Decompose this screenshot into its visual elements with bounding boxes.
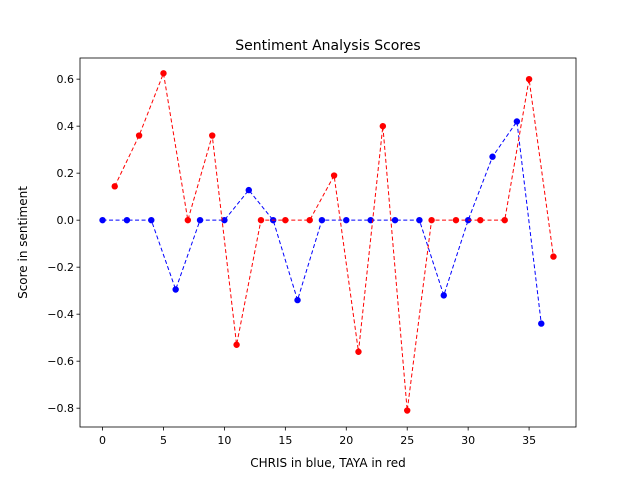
data-point [160,70,167,77]
chart-title: Sentiment Analysis Scores [235,38,420,54]
data-point [391,216,399,224]
x-tick-label: 0 [99,434,106,447]
series-line [114,71,554,411]
y-tick-label: −0.6 [47,355,74,368]
data-point [440,292,447,299]
x-tick-label: 25 [400,434,414,447]
data-point [233,341,240,348]
series-0 [99,118,545,327]
data-point [538,320,545,327]
data-point [196,216,204,224]
x-tick-label: 20 [339,434,353,447]
data-point [294,296,301,304]
x-tick-label: 30 [461,434,475,447]
series-layer [99,70,557,414]
data-point [318,216,326,224]
data-point [221,216,228,224]
y-axis-label: Score in sentiment [16,186,30,299]
data-point [172,286,179,293]
y-tick-label: −0.8 [47,402,74,415]
data-point [525,75,533,83]
data-point [355,348,362,355]
data-point [148,216,155,224]
data-point [306,216,313,224]
data-point [501,216,508,224]
y-tick-label: 0.6 [57,73,75,86]
data-point [452,216,460,224]
data-point [404,407,411,414]
y-tick-label: −0.4 [47,308,74,321]
data-point [489,153,496,160]
x-tick-label: 35 [522,434,536,447]
data-point [343,216,350,224]
data-point [428,216,435,224]
data-point [257,216,265,224]
data-point [330,172,338,179]
data-point [550,253,557,260]
x-tick-label: 15 [278,434,292,447]
x-axis-label: CHRIS in blue, TAYA in red [250,456,406,470]
data-point [135,132,143,139]
plot-area [79,57,577,428]
y-axis: −0.8 −0.6 −0.4 −0.2 0.0 0.2 0.4 0.6 [47,73,80,415]
x-axis: 0 5 10 15 20 25 30 35 [99,427,536,447]
plot-frame [79,57,577,428]
x-tick-label: 5 [160,434,167,447]
data-point [416,216,423,224]
data-point [209,132,216,139]
y-tick-label: 0.2 [57,167,75,180]
data-point [477,216,484,224]
y-tick-label: −0.2 [47,261,74,274]
data-point [111,183,118,190]
series-1 [111,70,557,414]
data-point [99,216,106,224]
data-point [184,216,192,224]
x-tick-label: 10 [217,434,231,447]
y-tick-label: 0.0 [57,214,75,227]
data-point [513,118,521,125]
data-point [123,216,131,224]
data-point [245,186,252,194]
data-point [379,122,387,130]
data-point [282,216,289,224]
y-tick-label: 0.4 [57,120,75,133]
